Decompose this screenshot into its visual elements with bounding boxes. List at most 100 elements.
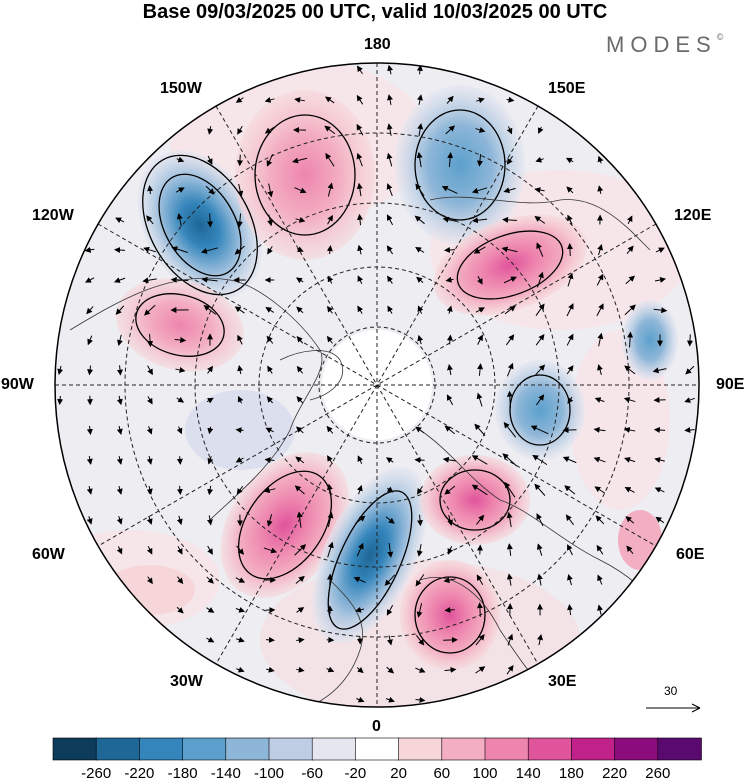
wind-vector	[444, 606, 455, 613]
wind-vector	[385, 516, 395, 524]
colorbar-swatch	[527, 737, 573, 761]
colorbar-swatch	[355, 737, 400, 761]
wind-vector	[147, 333, 154, 348]
wind-vector	[146, 485, 153, 495]
wind-vector	[206, 515, 213, 526]
wind-vector	[263, 547, 278, 554]
colorbar-swatch	[52, 737, 98, 761]
wind-vector	[566, 333, 574, 346]
wind-vector	[386, 183, 393, 197]
wind-vector	[443, 577, 456, 584]
wind-vector	[507, 633, 514, 646]
wind-vector	[471, 187, 488, 194]
wind-vector	[445, 276, 454, 283]
wind-vector	[652, 367, 667, 374]
lon-label-90w: 90W	[1, 376, 34, 393]
wind-vector	[147, 396, 153, 405]
wind-vector	[207, 545, 213, 555]
wind-vector	[475, 666, 486, 674]
wind-vector	[357, 275, 364, 284]
wind-vector	[417, 514, 424, 527]
wind-vector	[86, 516, 93, 525]
wind-vector	[442, 456, 457, 463]
wind-vector	[386, 245, 394, 255]
wind-vector	[502, 216, 517, 223]
wind-vector	[447, 546, 454, 555]
wind-vector	[627, 331, 634, 348]
wind-vector	[503, 276, 517, 284]
lon-label-120e: 120E	[674, 207, 712, 224]
wind-vector	[416, 151, 423, 168]
wind-vector	[87, 365, 94, 376]
wind-vector	[387, 94, 393, 106]
wind-vector	[415, 667, 426, 673]
wind-vector	[566, 243, 573, 256]
wind-vector	[116, 455, 123, 465]
wind-vector	[536, 543, 543, 556]
lon-label-150e: 150E	[548, 80, 586, 97]
wind-vector	[443, 247, 456, 253]
colorbar-tick-label: 60	[433, 765, 451, 782]
wind-vector	[296, 365, 304, 374]
wind-vector	[264, 96, 275, 103]
lon-label-0: 0	[372, 718, 381, 735]
wind-vector	[567, 214, 573, 225]
wind-vector	[536, 394, 545, 406]
wind-vector	[503, 421, 517, 438]
wind-vector	[505, 334, 515, 346]
wind-vector	[176, 485, 183, 496]
wind-vector	[534, 187, 545, 194]
wind-vector	[86, 486, 93, 495]
wind-vector	[624, 365, 636, 375]
wind-vector	[175, 366, 186, 373]
wind-vector	[206, 397, 214, 404]
wind-vector	[597, 574, 603, 585]
wind-vector	[475, 97, 485, 104]
wind-vector	[237, 125, 243, 135]
wind-vector	[235, 606, 246, 613]
wind-vector	[417, 123, 424, 137]
wind-vector	[475, 307, 485, 313]
wind-vector	[535, 303, 545, 316]
wind-vector	[501, 246, 518, 253]
wind-vector	[236, 485, 244, 495]
wind-vector	[534, 483, 546, 496]
map-boundary	[54, 62, 700, 708]
wind-vector	[536, 242, 544, 257]
wind-vector	[562, 456, 577, 464]
wind-vector	[506, 573, 513, 586]
positive-anomaly-center	[420, 455, 530, 545]
wind-vector	[207, 485, 214, 496]
wind-vector	[327, 214, 333, 225]
wind-vector	[356, 182, 363, 197]
wind-vector	[296, 246, 304, 252]
wind-vector	[146, 515, 153, 525]
wind-vector	[325, 96, 335, 104]
wind-vector	[117, 334, 123, 347]
wind-vector	[593, 426, 606, 433]
wind-vector	[294, 97, 305, 103]
wind-vector	[292, 157, 308, 164]
wind-vector	[417, 94, 423, 105]
wind-vector	[170, 276, 189, 283]
wind-vector	[384, 574, 396, 586]
wind-vector	[207, 126, 214, 135]
wind-vector	[506, 126, 513, 135]
wind-vector	[416, 603, 423, 618]
wind-vector	[265, 307, 275, 313]
wind-vector	[537, 126, 544, 134]
wind-vector	[143, 246, 157, 253]
wind-vector	[506, 390, 513, 409]
wind-vector	[625, 516, 635, 524]
wind-vector	[414, 457, 425, 464]
lon-label-30w: 30W	[170, 673, 203, 690]
wind-vector	[597, 244, 603, 256]
wind-vector	[236, 666, 245, 673]
colorbar-tick-label: 140	[515, 765, 541, 782]
wind-vector	[356, 542, 364, 557]
wind-vector	[415, 246, 425, 253]
wind-vector	[326, 335, 333, 344]
wind-vector	[237, 395, 244, 404]
wind-vector	[684, 426, 695, 433]
colorbar-swatch	[571, 737, 616, 761]
